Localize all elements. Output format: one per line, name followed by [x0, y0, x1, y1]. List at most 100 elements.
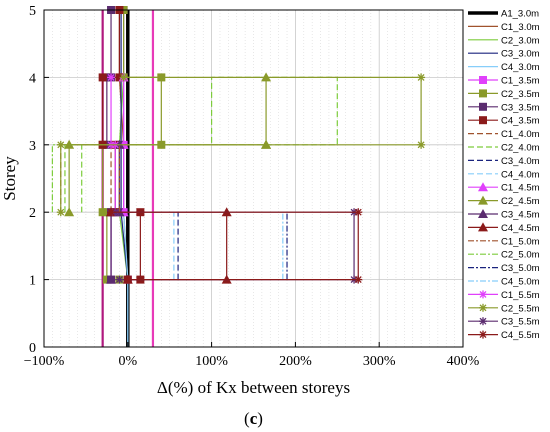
legend-label: C4_3.5m — [501, 116, 540, 127]
y-tick-label: 5 — [29, 4, 36, 19]
triangle-marker — [478, 182, 488, 192]
legend-label: C3_3.5m — [501, 102, 540, 113]
legend-item: C2_4.5m — [468, 195, 540, 207]
legend-item: C1_4.5m — [468, 182, 540, 194]
legend-item: C2_3.0m — [468, 35, 540, 46]
plot-frame — [43, 9, 464, 348]
legend-label: C3_5.5m — [501, 317, 540, 328]
legend-label: C4_4.0m — [501, 169, 540, 180]
legend-label: C4_4.5m — [501, 223, 540, 234]
series-c2-5-5m — [56, 73, 426, 217]
legend-item: C3_4.5m — [468, 209, 540, 221]
legend-item: C4_4.5m — [468, 222, 540, 234]
y-tick-label: 0 — [29, 341, 36, 356]
asterisk-marker — [479, 303, 487, 312]
series-c4-5-5m — [107, 208, 363, 284]
asterisk-marker — [107, 73, 116, 82]
legend-item: C2_5.0m — [468, 250, 540, 261]
legend-label: C1_5.0m — [501, 236, 540, 247]
legend-label: C3_4.0m — [501, 156, 540, 167]
legend-item: C3_3.5m — [468, 102, 540, 113]
triangle-marker — [478, 195, 488, 205]
y-tick-label: 4 — [29, 71, 36, 86]
triangle-marker — [106, 274, 117, 284]
legend-item: C4_4.0m — [468, 169, 540, 180]
legend-label: C1_4.5m — [501, 183, 540, 194]
square-marker — [115, 73, 124, 82]
square-marker — [479, 102, 487, 111]
asterisk-marker — [354, 275, 363, 284]
asterisk-marker — [417, 73, 426, 82]
legend-label: C2_5.0m — [501, 250, 540, 261]
x-tick-label: 0% — [118, 354, 137, 369]
y-tick-label: 3 — [29, 139, 36, 154]
legend-label: C2_3.5m — [501, 89, 540, 100]
square-marker — [479, 89, 487, 98]
square-marker — [102, 275, 111, 284]
square-marker — [98, 73, 107, 82]
legend-item: C3_4.0m — [468, 156, 540, 167]
legend-item: C2_3.5m — [468, 89, 540, 100]
series-layer — [51, 6, 426, 347]
legend-item: C1_5.0m — [468, 236, 540, 247]
asterisk-marker — [123, 275, 132, 284]
square-marker — [479, 76, 487, 84]
legend-label: C3_3.0m — [501, 49, 540, 60]
series-line — [111, 211, 359, 281]
asterisk-marker — [479, 330, 487, 339]
caption-close: ) — [257, 409, 263, 428]
asterisk-marker — [107, 208, 116, 217]
x-axis-title: Δ(%) of Kx between storeys — [157, 378, 350, 397]
x-tick-label: 100% — [195, 354, 228, 369]
grid — [43, 9, 464, 348]
legend-label: A1_3.0m — [501, 9, 539, 20]
tick-labels: −100% 0% 100% 200% 300% 400% 0 1 2 3 4 5 — [24, 4, 480, 369]
square-marker — [102, 208, 111, 217]
legend-item: C4_3.0m — [468, 62, 540, 73]
x-tick-label: 300% — [363, 354, 396, 369]
legend: A1_3.0m C1_3.0m C2_3.0m C3_3.0m C4_3.0m C1_3.… — [468, 9, 540, 341]
legend-label: C4_5.5m — [501, 330, 540, 341]
legend-item: C3_5.0m — [468, 263, 540, 274]
asterisk-marker — [115, 275, 124, 284]
legend-item: C1_4.0m — [468, 129, 540, 140]
triangle-marker — [478, 222, 488, 232]
legend-label: C3_5.0m — [501, 263, 540, 274]
asterisk-marker — [417, 140, 426, 149]
x-tick-label: 200% — [279, 354, 312, 369]
square-marker — [479, 116, 487, 125]
legend-item: C2_4.0m — [468, 143, 540, 154]
legend-item: C4_5.0m — [468, 277, 540, 288]
legend-label: C1_3.0m — [501, 22, 540, 33]
legend-item: C1_3.5m — [468, 76, 540, 87]
caption-open: ( — [244, 409, 250, 428]
asterisk-marker — [354, 208, 363, 217]
legend-item: C4_5.5m — [468, 330, 540, 341]
x-tick-label: −100% — [24, 354, 65, 369]
legend-label: C2_4.5m — [501, 196, 540, 207]
legend-label: C1_5.5m — [501, 290, 540, 301]
legend-label: C3_4.5m — [501, 210, 540, 221]
series-line — [115, 211, 355, 281]
triangle-marker — [64, 207, 75, 217]
series-c1-5-0m — [115, 144, 121, 213]
caption-letter: c — [250, 409, 258, 428]
x-tick-label: 400% — [447, 354, 480, 369]
legend-item: C3_5.5m — [468, 317, 540, 328]
legend-label: C1_4.0m — [501, 129, 540, 140]
legend-item: A1_3.0m — [468, 9, 539, 20]
figure-caption: (c) — [244, 409, 263, 428]
legend-item: C4_3.5m — [468, 116, 540, 127]
legend-label: C4_5.0m — [501, 277, 540, 288]
legend-item: C2_5.5m — [468, 303, 540, 314]
legend-label: C2_4.0m — [501, 143, 540, 154]
legend-item: C1_3.0m — [468, 22, 540, 33]
asterisk-marker — [56, 208, 65, 217]
y-tick-label: 2 — [29, 206, 36, 221]
asterisk-marker — [479, 317, 487, 326]
series-c3-5-5m — [111, 208, 359, 284]
square-marker — [98, 208, 107, 217]
y-axis-title: Storey — [0, 156, 19, 201]
legend-item: C1_5.5m — [468, 290, 540, 301]
legend-label: C4_3.0m — [501, 62, 540, 73]
